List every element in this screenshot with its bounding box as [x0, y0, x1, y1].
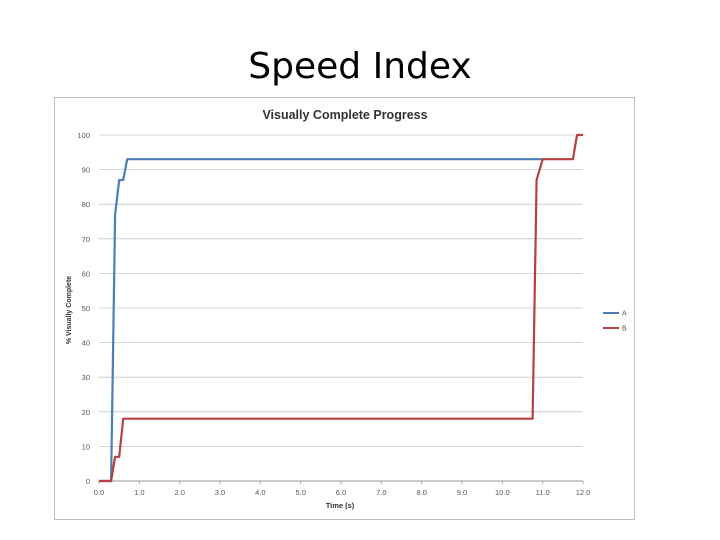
x-axis-label: Time (s): [326, 501, 355, 510]
legend: AB: [603, 311, 627, 333]
x-tick-label: 7.0: [376, 488, 386, 497]
grid-lines: [99, 134, 583, 482]
x-tick-label: 10.0: [495, 488, 510, 497]
x-tick-label: 12.0: [576, 488, 591, 497]
line-chart: Visually Complete Progress 0 10 20 30 40 50 60…: [66, 108, 627, 510]
y-tick-label: 80: [82, 200, 90, 209]
x-tick-label: 3.0: [215, 488, 225, 497]
slide-title: Speed Index: [248, 46, 472, 87]
y-tick-label: 20: [82, 408, 90, 417]
y-tick-label: 90: [82, 166, 90, 175]
y-tick-label: 40: [82, 339, 90, 348]
y-tick-label: 30: [82, 373, 90, 382]
legend-label-a: A: [622, 311, 627, 318]
x-tick-label: 5.0: [295, 488, 305, 497]
x-tick-label: 4.0: [255, 488, 265, 497]
x-tick-label: 9.0: [457, 488, 467, 497]
y-tick-label: 100: [77, 131, 90, 140]
x-tick-label: 11.0: [536, 488, 550, 497]
series-lines: [99, 133, 583, 483]
series-line-a: [99, 158, 543, 483]
x-tick-label: 2.0: [174, 488, 184, 497]
legend-label-b: B: [622, 326, 627, 333]
y-tick-label: 10: [82, 442, 90, 451]
y-tick-label: 60: [82, 269, 90, 278]
y-tick-label: 0: [86, 477, 90, 486]
x-tick-label: 6.0: [336, 488, 346, 497]
x-tick-label: 1.0: [134, 488, 144, 497]
chart-title: Visually Complete Progress: [262, 108, 427, 122]
y-axis-label: % Visually Complete: [66, 276, 73, 344]
x-tick-labels: 0.0 1.0 2.0 3.0 4.0 5.0 6.0 7.0 8.0 9.0 10.0 11.0 12…: [94, 481, 591, 497]
x-tick-label: 8.0: [416, 488, 426, 497]
series-line-b: [99, 133, 583, 483]
y-tick-label: 70: [82, 235, 90, 244]
y-tick-label: 50: [82, 304, 90, 313]
chart-frame: Visually Complete Progress 0 10 20 30 40 50 60…: [54, 97, 635, 520]
x-tick-label: 0.0: [94, 488, 104, 497]
y-tick-labels: 0 10 20 30 40 50 60 70 80 90 100: [77, 131, 90, 486]
